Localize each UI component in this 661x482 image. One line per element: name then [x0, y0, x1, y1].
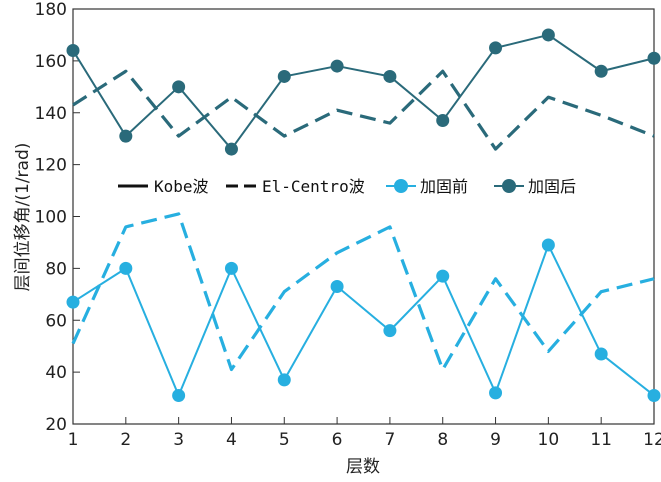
- legend-before-label: 加固前: [420, 177, 468, 196]
- data-point: [172, 388, 186, 402]
- x-tick-label: 7: [384, 430, 395, 450]
- series-line-2: [72, 244, 655, 397]
- data-point: [172, 80, 186, 94]
- data-point: [647, 51, 661, 65]
- series-line-3: [71, 212, 655, 372]
- x-tick-label: 12: [643, 430, 661, 450]
- data-point: [277, 373, 291, 387]
- y-tick-label: 160: [35, 52, 67, 72]
- x-tick-label: 10: [538, 430, 560, 450]
- data-point: [224, 142, 238, 156]
- legend-before-marker: [394, 179, 408, 193]
- x-tick-label: 3: [173, 430, 184, 450]
- x-tick-label: 6: [332, 430, 343, 450]
- data-point: [383, 324, 397, 338]
- data-point: [594, 347, 608, 361]
- data-point: [594, 64, 608, 78]
- data-point: [383, 69, 397, 83]
- data-point: [489, 386, 503, 400]
- y-tick-label: 140: [35, 104, 67, 124]
- legend: Kobe波 El-Centro波 加固前 加固后: [118, 177, 576, 196]
- data-point: [66, 295, 80, 309]
- data-point: [330, 280, 344, 294]
- y-tick-label: 60: [45, 311, 67, 331]
- x-axis-ticks: 1 2 3 4 5 6 7 8 9 10 11 12: [68, 417, 661, 450]
- y-axis-title: 层间位移角/(1/rad): [13, 143, 33, 292]
- series-line-1: [72, 69, 655, 151]
- y-tick-label: 80: [45, 259, 67, 279]
- y-tick-label: 120: [35, 156, 67, 176]
- y-tick-label: 180: [35, 0, 67, 20]
- data-point: [436, 269, 450, 283]
- y-tick-label: 40: [45, 363, 67, 383]
- data-point: [541, 238, 555, 252]
- y-tick-label: 100: [35, 208, 67, 228]
- data-point: [436, 114, 450, 128]
- x-axis-title: 层数: [346, 457, 380, 477]
- legend-after-marker: [502, 179, 516, 193]
- legend-elcentro-label: El-Centro波: [262, 177, 365, 196]
- data-point: [224, 261, 238, 275]
- x-tick-label: 9: [490, 430, 501, 450]
- x-tick-label: 8: [437, 430, 448, 450]
- x-tick-label: 2: [120, 430, 131, 450]
- data-point: [119, 129, 133, 143]
- legend-after-label: 加固后: [528, 177, 576, 196]
- data-point: [541, 28, 555, 42]
- data-point: [66, 44, 80, 57]
- data-point: [119, 261, 133, 275]
- data-point: [647, 388, 661, 402]
- series-line-0: [72, 33, 655, 151]
- x-tick-label: 11: [590, 430, 612, 450]
- legend-kobe-label: Kobe波: [154, 177, 209, 196]
- series-layer: [66, 28, 661, 402]
- data-point: [330, 59, 344, 73]
- x-tick-label: 4: [226, 430, 237, 450]
- y-axis-ticks: 20 40 60 80 100 120 140 160 180: [35, 0, 80, 435]
- data-point: [277, 69, 291, 83]
- y-tick-label: 20: [45, 415, 67, 435]
- data-point: [489, 41, 503, 55]
- x-tick-label: 5: [279, 430, 290, 450]
- x-tick-label: 1: [68, 430, 79, 450]
